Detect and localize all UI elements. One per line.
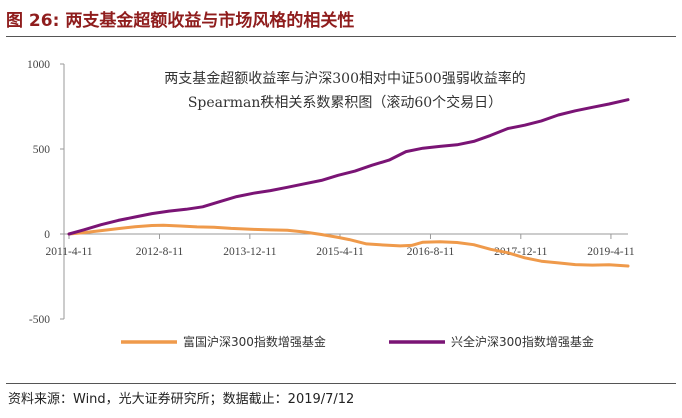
chart-legend: 富国沪深300指数增强基金 兴全沪深300指数增强基金 — [121, 334, 594, 349]
top-rule — [6, 36, 676, 37]
y-tick-label: 500 — [33, 144, 51, 156]
series-line-fuguo — [67, 223, 630, 268]
chart-series — [67, 98, 630, 268]
source-note: 资料来源：Wind，光大证券研究所；数据截止：2019/7/12 — [8, 392, 355, 407]
chart-title: 两支基金超额收益率与沪深300相对中证500强弱收益率的 Spearman秩相关系… — [164, 70, 525, 111]
figure-number: 图 26: — [6, 11, 60, 31]
figure-title-text: 两支基金超额收益与市场风格的相关性 — [65, 11, 355, 31]
x-tick-label: 2017-12-11 — [494, 246, 547, 258]
x-tick-label: 2013-12-11 — [223, 246, 276, 258]
figure-title: 图 26: 两支基金超额收益与市场风格的相关性 — [6, 6, 354, 31]
legend-label: 富国沪深300指数增强基金 — [183, 334, 326, 349]
legend-label: 兴全沪深300指数增强基金 — [451, 334, 594, 349]
y-tick-label: 0 — [44, 229, 50, 241]
series-line-xingquan — [67, 98, 630, 236]
x-tick-label: 2019-4-11 — [587, 246, 635, 258]
x-tick-label: 2012-8-11 — [136, 246, 184, 258]
chart-title-line: 两支基金超额收益率与沪深300相对中证500强弱收益率的 — [164, 70, 525, 87]
chart-axes: -500 0 500 1000 2011-4-11 2012-8-11 2013-12-11… — [27, 59, 635, 326]
y-tick-label: -500 — [29, 314, 50, 326]
x-tick-label: 2015-4-11 — [316, 246, 364, 258]
y-tick-label: 1000 — [27, 59, 50, 71]
x-tick-label: 2011-4-11 — [45, 246, 92, 258]
chart-title-line: Spearman秩相关系数累积图（滚动60个交易日） — [188, 94, 502, 111]
bottom-rule — [6, 383, 676, 384]
x-tick-label: 2016-8-11 — [407, 246, 455, 258]
